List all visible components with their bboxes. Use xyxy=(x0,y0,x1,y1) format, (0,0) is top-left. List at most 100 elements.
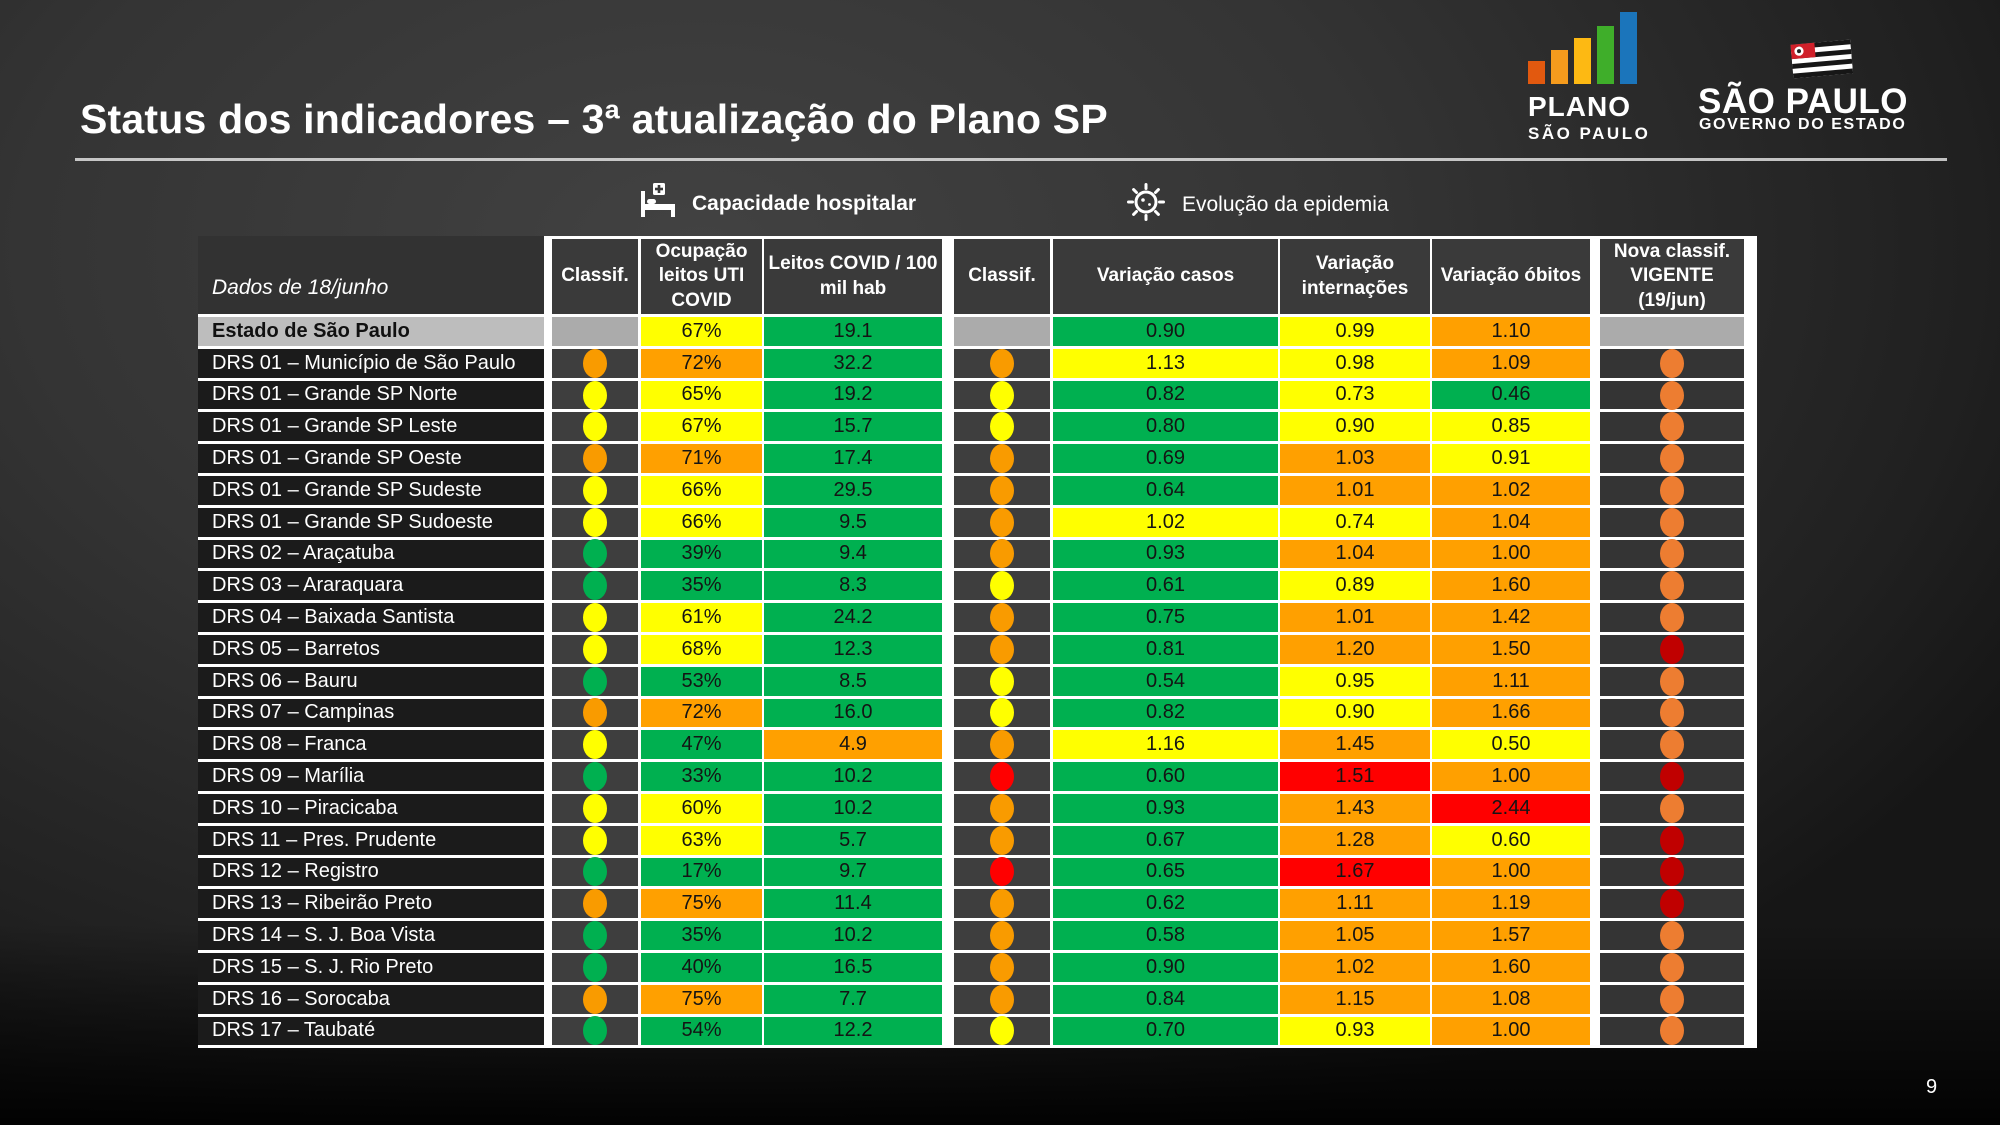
admissions-variation-cell: 1.05 xyxy=(1280,921,1430,950)
admissions-variation-cell: 1.11 xyxy=(1280,889,1430,919)
admissions-variation-cell: 1.01 xyxy=(1280,475,1430,505)
plano-logo-line1: PLANO xyxy=(1528,91,1631,122)
bar-chart-logo-icon xyxy=(1528,12,1640,88)
orange-status-dot xyxy=(583,984,607,1014)
table-row: DRS 04 – Baixada Santista 61% 24.2 0.75 1.01… xyxy=(198,603,1754,633)
legend-epidemic-label: Evolução da epidemia xyxy=(1182,192,1389,216)
table-row: DRS 09 – Marília 33% 10.2 0.60 1.51 1.00 xyxy=(198,762,1754,792)
hospital-classif-cell xyxy=(552,952,638,982)
cases-variation-cell: 0.80 xyxy=(1053,412,1278,442)
table-row: DRS 08 – Franca 47% 4.9 1.16 1.45 0.50 xyxy=(198,730,1754,760)
uti-occupancy-cell: 35% xyxy=(641,571,762,601)
uti-occupancy-cell: 33% xyxy=(641,762,762,791)
cases-variation-cell: 0.84 xyxy=(1053,984,1278,1014)
epidemic-classif-cell xyxy=(954,889,1050,919)
uti-occupancy-cell: 67% xyxy=(641,412,762,442)
epidemic-classif-cell xyxy=(954,317,1050,346)
cases-variation-cell: 0.64 xyxy=(1053,475,1278,505)
region-label: DRS 12 – Registro xyxy=(198,857,544,887)
epidemic-classif-cell xyxy=(954,666,1050,696)
deaths-variation-cell: 1.11 xyxy=(1432,666,1590,696)
table-row: DRS 01 – Grande SP Oeste 71% 17.4 0.69 1.03 0… xyxy=(198,444,1754,474)
admissions-variation-cell: 0.98 xyxy=(1280,348,1430,378)
deaths-variation-cell: 1.66 xyxy=(1432,698,1590,728)
hospital-classif-cell xyxy=(552,539,638,569)
cases-variation-cell: 0.54 xyxy=(1053,666,1278,696)
deaths-variation-cell: 1.02 xyxy=(1432,475,1590,505)
deaths-variation-cell: 1.60 xyxy=(1432,571,1590,601)
red-status-dot xyxy=(990,857,1014,887)
covid-beds-cell: 32.2 xyxy=(764,348,942,378)
covid-beds-cell: 9.4 xyxy=(764,539,942,569)
yellow-status-dot xyxy=(583,793,607,823)
yellow-status-dot xyxy=(990,1016,1014,1046)
header-epidemic-classif: Classif. xyxy=(954,236,1050,314)
epidemic-classif-cell xyxy=(954,825,1050,855)
new-classif-cell xyxy=(1600,889,1744,919)
cases-variation-cell: 0.93 xyxy=(1053,793,1278,823)
cases-variation-cell: 0.90 xyxy=(1053,952,1278,982)
orange-status-dot xyxy=(583,889,607,919)
hospital-classif-cell xyxy=(552,603,638,633)
cases-variation-cell: 0.75 xyxy=(1053,603,1278,632)
yellow-status-dot xyxy=(583,634,607,664)
covid-beds-cell: 5.7 xyxy=(764,825,942,855)
covid-beds-cell: 17.4 xyxy=(764,444,942,473)
new-classif-cell xyxy=(1600,412,1744,442)
yellow-status-dot xyxy=(990,571,1014,601)
region-label: DRS 17 – Taubaté xyxy=(198,1016,544,1046)
region-label: DRS 01 – Grande SP Sudeste xyxy=(198,475,544,505)
header-hospital-classif: Classif. xyxy=(552,236,638,314)
covid-beds-cell: 16.5 xyxy=(764,952,942,982)
table-row: DRS 16 – Sorocaba 75% 7.7 0.84 1.15 1.08 xyxy=(198,984,1754,1014)
cases-variation-cell: 0.81 xyxy=(1053,634,1278,664)
orange-status-dot xyxy=(990,634,1014,664)
deaths-variation-cell: 1.57 xyxy=(1432,921,1590,950)
region-label: Estado de São Paulo xyxy=(198,317,544,346)
covid-beds-cell: 10.2 xyxy=(764,793,942,823)
plano-logo-line2: SÃO PAULO xyxy=(1528,124,1651,143)
orange-status-dot xyxy=(1660,1016,1684,1046)
cases-variation-cell: 0.65 xyxy=(1053,857,1278,887)
region-label: DRS 01 – Grande SP Norte xyxy=(198,380,544,410)
hospital-classif-cell xyxy=(552,412,638,442)
deaths-variation-cell: 2.44 xyxy=(1432,793,1590,823)
table-row: DRS 02 – Araçatuba 39% 9.4 0.93 1.04 1.00 xyxy=(198,539,1754,569)
orange-status-dot xyxy=(1660,348,1684,378)
region-label: DRS 10 – Piracicaba xyxy=(198,793,544,823)
deaths-variation-cell: 1.00 xyxy=(1432,539,1590,569)
deaths-variation-cell: 1.10 xyxy=(1432,317,1590,346)
yellow-status-dot xyxy=(990,380,1014,410)
orange-status-dot xyxy=(990,952,1014,982)
admissions-variation-cell: 0.95 xyxy=(1280,666,1430,696)
date-label: Dados de 18/junho xyxy=(198,236,544,314)
hospital-classif-cell xyxy=(552,857,638,887)
deaths-variation-cell: 1.00 xyxy=(1432,1016,1590,1046)
covid-beds-cell: 8.5 xyxy=(764,666,942,696)
hospital-classif-cell xyxy=(552,348,638,378)
cases-variation-cell: 0.69 xyxy=(1053,444,1278,473)
table-row: DRS 01 – Grande SP Sudeste 66% 29.5 0.64 1.0… xyxy=(198,475,1754,505)
orange-status-dot xyxy=(1660,539,1684,569)
admissions-variation-cell: 0.74 xyxy=(1280,507,1430,537)
red-status-dot xyxy=(1660,634,1684,664)
covid-beds-cell: 19.1 xyxy=(764,317,942,346)
legend-epidemic: Evolução da epidemia xyxy=(1124,180,1389,229)
admissions-variation-cell: 0.93 xyxy=(1280,1016,1430,1046)
deaths-variation-cell: 0.46 xyxy=(1432,380,1590,410)
table-row: DRS 01 – Município de São Paulo 72% 32.2 1.… xyxy=(198,348,1754,378)
red-status-dot xyxy=(990,762,1014,792)
yellow-status-dot xyxy=(583,825,607,855)
hospital-classif-cell xyxy=(552,507,638,537)
legend-hospital: Capacidade hospitalar xyxy=(638,182,916,225)
uti-occupancy-cell: 61% xyxy=(641,603,762,632)
covid-beds-cell: 9.5 xyxy=(764,507,942,537)
region-label: DRS 06 – Bauru xyxy=(198,666,544,696)
uti-occupancy-cell: 75% xyxy=(641,984,762,1014)
table-row: DRS 05 – Barretos 68% 12.3 0.81 1.20 1.50 xyxy=(198,634,1754,664)
yellow-status-dot xyxy=(583,730,607,760)
region-label: DRS 09 – Marília xyxy=(198,762,544,791)
yellow-status-dot xyxy=(990,412,1014,442)
cases-variation-cell: 1.16 xyxy=(1053,730,1278,760)
legend-hospital-label: Capacidade hospitalar xyxy=(692,191,917,215)
